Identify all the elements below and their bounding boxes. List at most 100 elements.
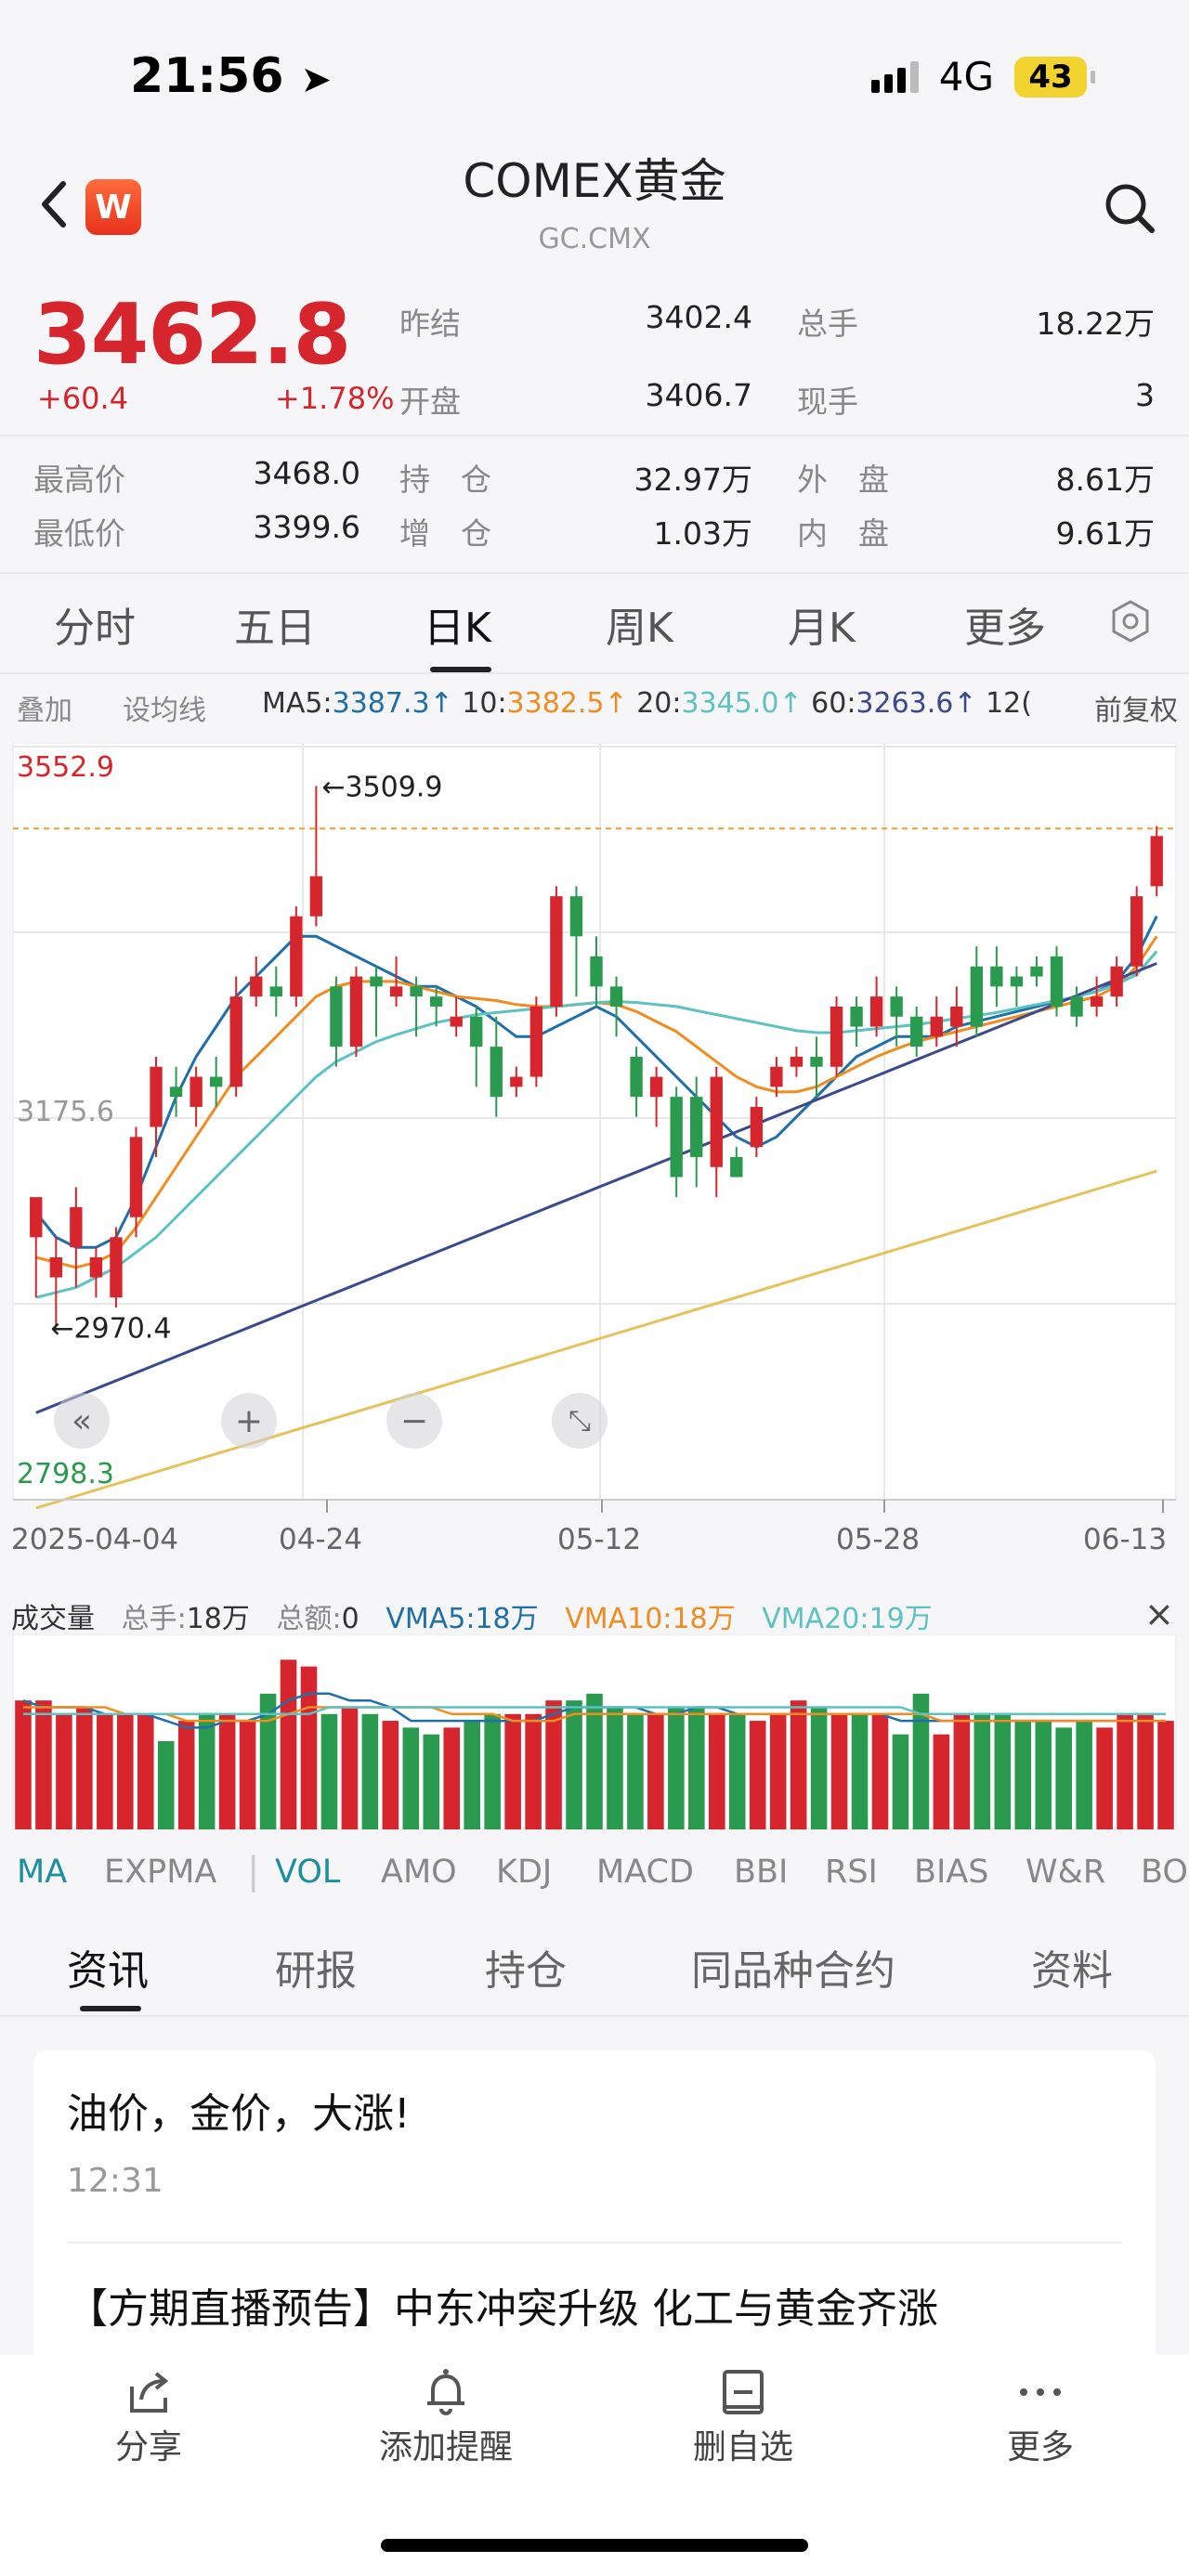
candle-body: [110, 1237, 123, 1298]
indicator-bias[interactable]: BIAS: [914, 1854, 989, 1891]
indicator-wr[interactable]: W&R: [1026, 1854, 1106, 1891]
candle-body: [150, 1066, 163, 1127]
tab-positions[interactable]: 持仓: [485, 1947, 567, 1995]
news-item-title[interactable]: 【方期直播预告】中东冲突升级 化工与黄金齐涨: [67, 2285, 938, 2333]
volume-bar: [933, 1734, 950, 1829]
candle-body: [950, 1006, 963, 1027]
hexagon-settings-icon: [1112, 600, 1149, 643]
candle-body: [890, 996, 903, 1017]
volume-bar: [280, 1659, 297, 1829]
candle-body: [349, 976, 363, 1047]
share-icon: [130, 2372, 169, 2413]
x-axis-label: 2025-04-04: [11, 1523, 178, 1551]
back-button[interactable]: [32, 176, 78, 232]
candle-body: [389, 986, 403, 997]
field-label: 现手: [797, 384, 858, 420]
field-value: 8.61万: [1055, 462, 1155, 498]
tab-news[interactable]: 资讯: [67, 1947, 149, 1995]
share-label: 分享: [114, 2428, 182, 2466]
vma10-value: 18万: [672, 1603, 736, 1635]
volume-bar: [198, 1713, 216, 1829]
tab-five-day[interactable]: 五日: [234, 605, 316, 652]
candle-body: [1090, 996, 1104, 1007]
candle-body: [550, 896, 563, 1007]
candle-body: [450, 1016, 463, 1027]
candle-body: [1050, 956, 1064, 1007]
candle-body: [169, 1086, 183, 1098]
tab-more[interactable]: 更多: [964, 605, 1046, 652]
share-button[interactable]: 分享: [46, 2366, 251, 2478]
vma5-label: VMA5:: [385, 1603, 476, 1635]
volume-bar: [668, 1707, 685, 1829]
news-tab-indicator: [80, 2006, 141, 2011]
indicator-boll[interactable]: BO: [1141, 1854, 1188, 1891]
volume-bar: [851, 1713, 869, 1829]
volume-bar: [688, 1707, 705, 1829]
tab-research[interactable]: 研报: [275, 1947, 357, 1995]
y-axis-label-high: 3552.9: [17, 751, 114, 784]
tab-same-contracts[interactable]: 同品种合约: [691, 1947, 895, 1995]
change-percent: +1.78%: [275, 381, 395, 416]
candle-body: [189, 1076, 203, 1107]
zoom-in-button[interactable]: +: [221, 1393, 277, 1449]
volume-bar: [464, 1721, 480, 1829]
volume-bar: [769, 1713, 787, 1829]
search-button[interactable]: [1102, 180, 1157, 236]
add-alert-button[interactable]: 添加提醒: [344, 2366, 548, 2478]
set-ma-button[interactable]: 设均线: [123, 695, 206, 727]
candle-body: [910, 1016, 923, 1047]
volume-bar: [423, 1734, 440, 1829]
vma20-value: 19万: [869, 1603, 933, 1635]
scroll-left-button[interactable]: «: [54, 1393, 110, 1449]
close-volume-button[interactable]: ×: [1144, 1594, 1174, 1634]
indicator-amo[interactable]: AMO: [381, 1854, 457, 1891]
tab-intraday[interactable]: 分时: [54, 605, 136, 652]
news-item-title[interactable]: 油价，金价，大涨!: [67, 2090, 411, 2138]
volume-bar: [56, 1713, 72, 1829]
volume-bar: [973, 1713, 991, 1829]
more-button[interactable]: 更多: [938, 2366, 1143, 2478]
ma20-value: 3345.0↑: [681, 687, 803, 720]
separator: |: [247, 1850, 260, 1893]
indicator-kdj[interactable]: KDJ: [496, 1854, 553, 1891]
candlestick-chart[interactable]: 3552.9 3175.6 2798.3 ←3509.9 ←2970.4 2025-04-…: [0, 743, 1189, 1551]
volume-chart[interactable]: [0, 1634, 1189, 1839]
indicator-ma[interactable]: MA: [17, 1854, 68, 1891]
volume-bar: [647, 1713, 664, 1829]
indicator-vol[interactable]: VOL: [275, 1854, 341, 1891]
indicator-bbi[interactable]: BBI: [734, 1854, 789, 1891]
indicator-expma[interactable]: EXPMA: [104, 1854, 217, 1891]
field-value: 9.61万: [1055, 515, 1155, 552]
field-value: 3468.0: [253, 455, 360, 491]
field-value: 1.03万: [653, 515, 752, 552]
ma-line-ma60: [35, 962, 1157, 1414]
candle-body: [770, 1066, 783, 1087]
vma20-label: VMA20:: [762, 1603, 869, 1635]
app-logo: W: [85, 179, 141, 235]
tab-weekly-k[interactable]: 周K: [606, 605, 673, 652]
fullscreen-button[interactable]: ⤡: [552, 1393, 608, 1449]
ma20-label: 20:: [636, 687, 682, 720]
location-arrow-icon: ➤: [300, 59, 333, 101]
volume-bar: [525, 1713, 542, 1829]
tab-monthly-k[interactable]: 月K: [788, 605, 856, 652]
volume-bar: [259, 1693, 277, 1829]
last-price: 3462.8: [33, 286, 351, 384]
tab-daily-k[interactable]: 日K: [424, 605, 491, 652]
home-indicator: [381, 2539, 808, 2552]
candle-body: [269, 986, 282, 997]
adjust-button[interactable]: 前复权: [1087, 687, 1178, 728]
overlay-button[interactable]: 叠加: [17, 695, 72, 727]
expand-icon: ⤡: [552, 1393, 608, 1449]
zoom-out-button[interactable]: −: [386, 1393, 442, 1449]
volume-bar: [728, 1713, 746, 1829]
field-label: 开盘: [399, 384, 461, 420]
tab-info[interactable]: 资料: [1031, 1947, 1113, 1995]
ma60-value: 3263.6↑: [856, 687, 977, 720]
chart-settings-button[interactable]: [1107, 598, 1154, 648]
indicator-rsi[interactable]: RSI: [825, 1854, 878, 1891]
remove-watchlist-button[interactable]: 删自选: [641, 2366, 845, 2478]
remove-watchlist-icon: [723, 2370, 764, 2414]
indicator-macd[interactable]: MACD: [596, 1854, 694, 1891]
candle-body: [1150, 836, 1163, 887]
